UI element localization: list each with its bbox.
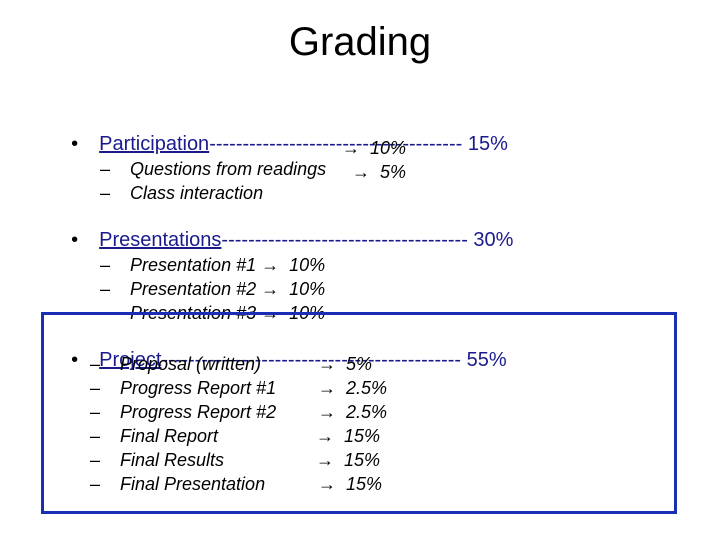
list-item: – Presentation #1 → 10% — [90, 234, 325, 276]
dash-icon: – — [90, 402, 101, 422]
section-project: • Project--------------------------------… — [60, 326, 507, 372]
item-name: Final Results — [120, 450, 225, 470]
item-value: 15% — [346, 474, 383, 494]
item-name: Proposal (written) — [120, 354, 262, 374]
item-name: Final Presentation — [120, 474, 266, 494]
dash-icon: – — [100, 279, 111, 299]
list-item: – Final Results — [90, 450, 224, 471]
list-item: – Progress Report #2 — [90, 402, 276, 423]
list-item: – Final Presentation — [90, 474, 265, 495]
item-weight: → 15% — [316, 450, 380, 471]
list-item: – Questions from readings — [90, 138, 326, 180]
item-value: 10% — [370, 138, 407, 158]
arrow-icon: → — [352, 162, 370, 182]
project-highlight-box — [41, 312, 677, 514]
dash-icon: – — [90, 426, 101, 446]
list-item: – Final Report — [90, 426, 218, 447]
item-name: Progress Report #2 — [120, 402, 277, 422]
item-value: 15% — [344, 450, 381, 470]
dash-icon: – — [100, 255, 111, 275]
section-presentations: • Presentations--------------------------… — [60, 206, 513, 252]
dash-icon: – — [90, 450, 101, 470]
bullet-icon: • — [71, 133, 79, 155]
item-weight: → 2.5% — [318, 378, 387, 399]
section-percent: 15% — [467, 133, 508, 155]
list-item: – Class interaction — [90, 162, 263, 204]
item-weight: → 10% — [342, 138, 406, 159]
item-name: Presentation #2 — [130, 279, 257, 299]
item-name: Class interaction — [130, 183, 264, 203]
item-value: 15% — [344, 426, 381, 446]
arrow-icon: → — [318, 378, 336, 398]
item-name: Questions from readings — [130, 159, 327, 179]
item-weight: → 5% — [318, 354, 372, 375]
page-title: Grading — [288, 20, 432, 64]
section-percent: 55% — [466, 349, 507, 371]
dash-icon: – — [90, 378, 101, 398]
item-value: 5% — [346, 354, 373, 374]
section-participation: • Participation--------------------------… — [60, 110, 508, 156]
list-item: – Progress Report #1 — [90, 378, 276, 399]
item-value: 10% — [289, 279, 326, 299]
bullet-icon: • — [71, 349, 79, 371]
item-name: Progress Report #1 — [120, 378, 277, 398]
arrow-icon: → — [318, 402, 336, 422]
arrow-icon: → — [318, 474, 336, 494]
section-label: Participation — [99, 133, 210, 155]
dash-icon: – — [90, 354, 101, 374]
arrow-icon: → — [261, 255, 280, 275]
arrow-icon: → — [261, 279, 280, 299]
list-item: – Presentation #2 → 10% — [90, 258, 325, 300]
leader-dashes: ----------------------------------------… — [161, 349, 462, 371]
section-label: Project — [99, 349, 162, 371]
item-value: 2.5% — [346, 378, 388, 398]
arrow-icon: → — [318, 354, 336, 374]
section-label: Presentations — [99, 229, 222, 251]
item-weight: → 15% — [316, 426, 380, 447]
dash-icon: – — [90, 474, 101, 494]
leader-dashes: ------------------------------------- — [221, 229, 468, 251]
item-value: 5% — [380, 162, 407, 182]
item-weight: → 2.5% — [318, 402, 387, 423]
section-percent: 30% — [473, 229, 514, 251]
item-name: Final Report — [120, 426, 219, 446]
list-item: – Proposal (written) — [90, 354, 261, 375]
dash-icon: – — [100, 159, 111, 179]
bullet-icon: • — [71, 229, 79, 251]
arrow-icon: → — [316, 426, 334, 446]
item-weight: → 15% — [318, 474, 382, 495]
item-value: 2.5% — [346, 402, 388, 422]
leader-dashes: -------------------------------------- — [209, 133, 463, 155]
dash-icon: – — [100, 183, 111, 203]
item-name: Presentation #1 — [130, 255, 257, 275]
item-value: 10% — [289, 255, 326, 275]
arrow-icon: → — [316, 450, 334, 470]
arrow-icon: → — [342, 138, 360, 158]
item-weight: → 5% — [352, 162, 406, 183]
